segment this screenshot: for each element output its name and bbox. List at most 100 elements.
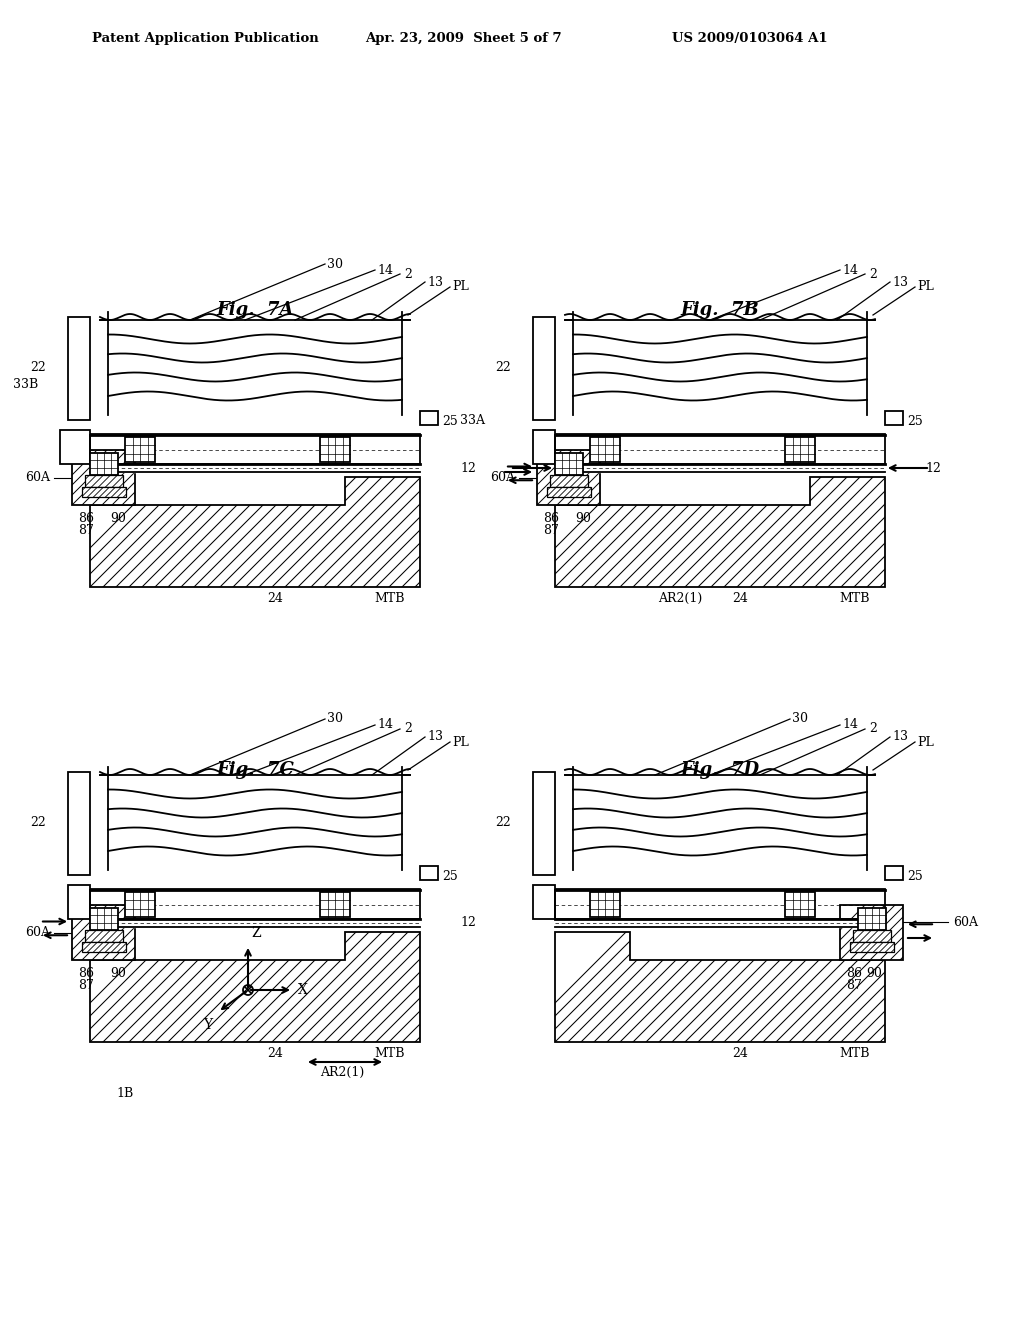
Polygon shape (850, 942, 894, 952)
Polygon shape (82, 487, 126, 498)
Text: 86: 86 (544, 512, 559, 525)
Text: 2: 2 (404, 722, 412, 735)
Text: 14: 14 (377, 264, 393, 276)
Text: 12: 12 (460, 916, 476, 929)
Text: 90: 90 (111, 512, 126, 525)
Polygon shape (550, 475, 588, 487)
Bar (555, 453, 583, 475)
Text: 33B: 33B (12, 379, 38, 392)
Text: 22: 22 (496, 816, 511, 829)
Bar (785, 437, 815, 462)
Polygon shape (72, 906, 135, 960)
Text: Patent Application Publication: Patent Application Publication (92, 32, 318, 45)
Polygon shape (555, 932, 885, 1041)
Bar (534, 317, 555, 420)
Text: 60A: 60A (25, 927, 50, 939)
Text: 60A: 60A (25, 471, 50, 484)
Polygon shape (82, 942, 126, 952)
Bar (590, 892, 620, 917)
Text: 14: 14 (842, 264, 858, 276)
Text: 12: 12 (925, 462, 941, 474)
Text: 14: 14 (842, 718, 858, 731)
Text: 22: 22 (31, 816, 46, 829)
Text: 25: 25 (907, 414, 923, 428)
Polygon shape (72, 450, 135, 506)
Bar (420, 866, 438, 880)
Text: 90: 90 (575, 512, 592, 525)
Text: 87: 87 (79, 524, 94, 537)
Text: 24: 24 (267, 1047, 283, 1060)
Text: 2: 2 (869, 722, 877, 735)
Text: AR2(1): AR2(1) (657, 591, 702, 605)
Polygon shape (555, 477, 885, 587)
Polygon shape (85, 475, 123, 487)
Polygon shape (90, 477, 420, 587)
Text: 60A: 60A (490, 471, 515, 484)
Text: 13: 13 (427, 276, 443, 289)
Bar (885, 866, 903, 880)
Bar (857, 908, 886, 931)
Bar (68, 317, 90, 420)
Text: X: X (298, 983, 308, 997)
Text: PL: PL (918, 281, 934, 293)
Polygon shape (853, 931, 891, 942)
Bar (885, 411, 903, 425)
Polygon shape (555, 477, 885, 587)
Text: 86: 86 (79, 512, 94, 525)
Polygon shape (537, 450, 600, 506)
Polygon shape (840, 906, 903, 960)
Text: Fig.  7C: Fig. 7C (216, 762, 294, 779)
Bar (60, 430, 90, 465)
Text: MTB: MTB (840, 591, 870, 605)
Text: 25: 25 (907, 870, 923, 883)
Text: 87: 87 (544, 524, 559, 537)
Text: 30: 30 (792, 713, 808, 726)
Text: 13: 13 (892, 730, 908, 743)
Text: 24: 24 (732, 1047, 748, 1060)
Text: 87: 87 (79, 979, 94, 993)
Text: 2: 2 (869, 268, 877, 281)
Text: MTB: MTB (840, 1047, 870, 1060)
Bar (319, 892, 350, 917)
Polygon shape (85, 931, 123, 942)
Text: PL: PL (452, 281, 469, 293)
Polygon shape (72, 450, 135, 506)
Text: AR2(1): AR2(1) (319, 1065, 365, 1078)
Bar (125, 437, 155, 462)
Text: MTB: MTB (375, 591, 406, 605)
Polygon shape (72, 906, 135, 960)
Polygon shape (547, 487, 591, 498)
Bar (534, 430, 555, 465)
Bar (68, 772, 90, 875)
Text: 30: 30 (327, 713, 343, 726)
Polygon shape (85, 475, 123, 487)
Text: 22: 22 (496, 360, 511, 374)
Text: PL: PL (452, 735, 469, 748)
Polygon shape (90, 932, 420, 1041)
Text: Y: Y (203, 1018, 212, 1032)
Text: 90: 90 (866, 968, 883, 979)
Text: 2: 2 (404, 268, 412, 281)
Polygon shape (90, 477, 420, 587)
Text: Fig.  7B: Fig. 7B (681, 301, 760, 319)
Bar (785, 892, 815, 917)
Polygon shape (550, 475, 588, 487)
Bar (319, 437, 350, 462)
Text: 22: 22 (31, 360, 46, 374)
Bar (534, 884, 555, 919)
Polygon shape (85, 931, 123, 942)
Polygon shape (537, 450, 600, 506)
Text: 13: 13 (427, 730, 443, 743)
Text: MTB: MTB (375, 1047, 406, 1060)
Polygon shape (555, 932, 885, 1041)
Text: 25: 25 (442, 870, 458, 883)
Polygon shape (82, 487, 126, 498)
Bar (125, 892, 155, 917)
Text: 1B: 1B (117, 1086, 133, 1100)
Text: Z: Z (251, 927, 261, 940)
Text: Apr. 23, 2009  Sheet 5 of 7: Apr. 23, 2009 Sheet 5 of 7 (365, 32, 561, 45)
Text: 87: 87 (847, 979, 862, 993)
Bar (89, 453, 118, 475)
Text: 30: 30 (327, 257, 343, 271)
Polygon shape (840, 906, 903, 960)
